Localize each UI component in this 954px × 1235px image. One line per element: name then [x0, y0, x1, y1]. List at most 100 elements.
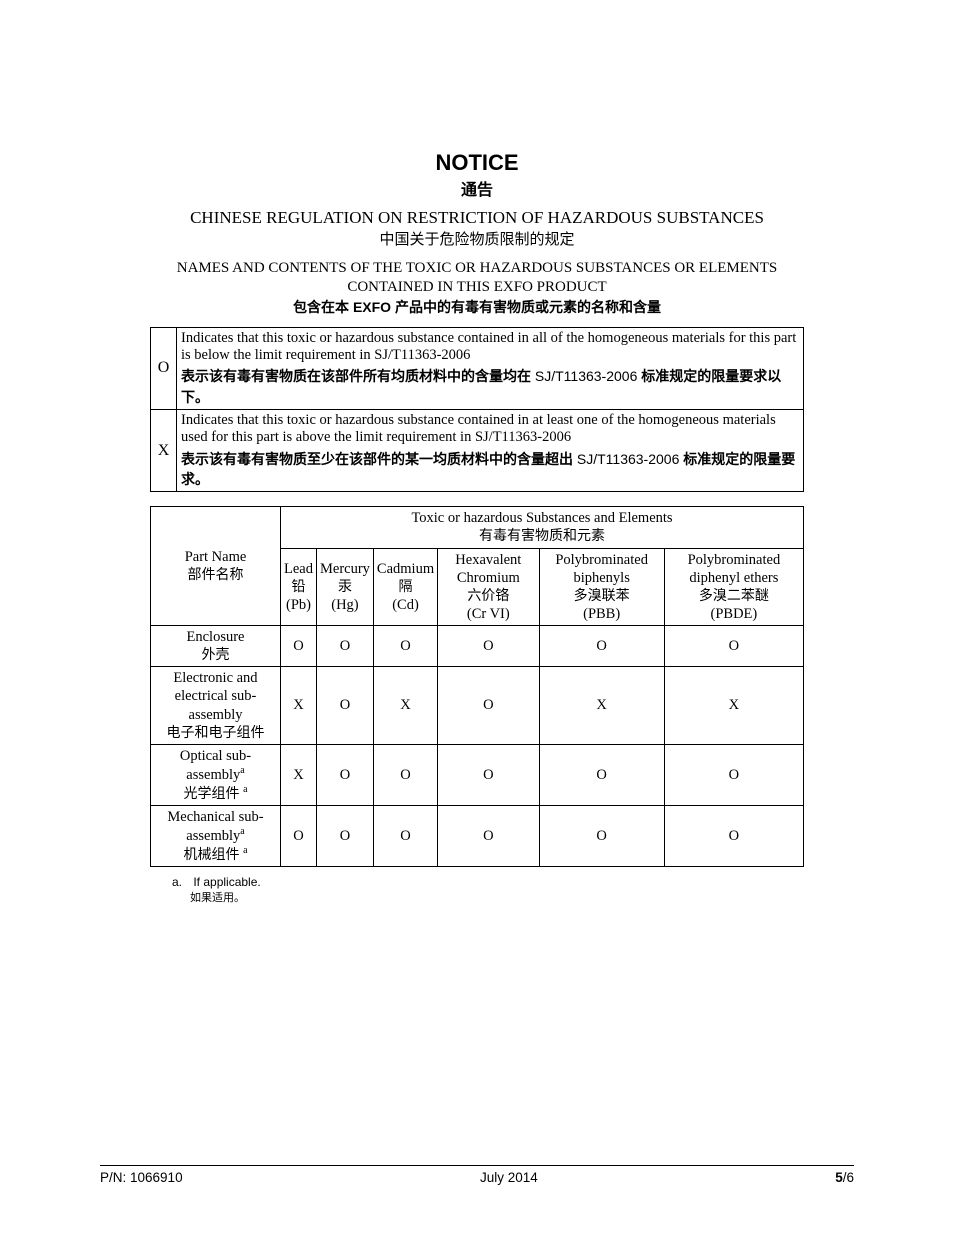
- cell-partname: Optical sub-assemblya光学组件 a: [151, 744, 281, 805]
- names-zh: 包含在本 EXFO 产品中的有毒有害物质或元素的名称和含量: [150, 297, 804, 317]
- col-cadmium-sym: (Cd): [392, 597, 419, 613]
- cell-value: O: [316, 626, 373, 667]
- table-row: Optical sub-assemblya光学组件 aXOOOOO: [151, 744, 804, 805]
- col-partname: Part Name 部件名称: [151, 507, 281, 626]
- cell-value: X: [539, 667, 664, 745]
- row-zh: 机械组件: [183, 846, 239, 862]
- col-lead-sym: (Pb): [286, 597, 311, 613]
- col-pbb-sym: (PBB): [583, 606, 620, 622]
- col-mercury: Mercury 汞 (Hg): [316, 548, 373, 626]
- col-pbb: Polybrominated biphenyls 多溴联苯 (PBB): [539, 548, 664, 626]
- legend-row-x: X Indicates that this toxic or hazardous…: [151, 409, 804, 491]
- footer-page-total: 6: [846, 1170, 854, 1185]
- cell-value: O: [316, 744, 373, 805]
- row-en: Enclosure: [187, 629, 245, 645]
- group-header-zh: 有毒有害物质和元素: [479, 527, 605, 543]
- group-header-en: Toxic or hazardous Substances and Elemen…: [411, 510, 672, 526]
- col-pbde-en: Polybrominated diphenyl ethers: [688, 552, 781, 586]
- title-main-zh: 通告: [150, 176, 804, 200]
- names-en-line1: NAMES AND CONTENTS OF THE TOXIC OR HAZAR…: [177, 260, 778, 276]
- footnote-label: a.: [172, 875, 190, 889]
- footer-left: P/N: 1066910: [100, 1170, 183, 1185]
- table-row: Electronic and electrical sub-assembly 电子…: [151, 667, 804, 745]
- col-pbb-en: Polybrominated biphenyls: [555, 552, 648, 586]
- page-footer: P/N: 1066910 July 2014 5/6: [100, 1165, 854, 1185]
- regulation-en: CHINESE REGULATION ON RESTRICTION OF HAZ…: [150, 208, 804, 228]
- col-group-header: Toxic or hazardous Substances and Elemen…: [281, 507, 804, 548]
- title-main-en: NOTICE: [150, 150, 804, 176]
- cell-value: O: [438, 805, 539, 866]
- cell-value: O: [316, 805, 373, 866]
- legend-desc-x: Indicates that this toxic or hazardous s…: [177, 409, 804, 491]
- cell-value: O: [438, 744, 539, 805]
- legend-symbol-o: O: [151, 327, 177, 409]
- table-row-header-group: Part Name 部件名称 Toxic or hazardous Substa…: [151, 507, 804, 548]
- legend-zh-x-prefix: 表示该有毒有害物质至少在该部件的某一均质材料中的含量超出: [181, 451, 577, 467]
- footnote-en: If applicable.: [193, 875, 260, 889]
- col-mercury-zh: 汞: [338, 578, 352, 594]
- cell-value: O: [539, 805, 664, 866]
- col-pbde: Polybrominated diphenyl ethers 多溴二苯醚 (PB…: [664, 548, 803, 626]
- col-cadmium: Cadmium 隔 (Cd): [373, 548, 437, 626]
- col-lead-en: Lead: [284, 561, 313, 577]
- cell-value: O: [664, 626, 803, 667]
- footer-page-current: 5: [835, 1170, 843, 1185]
- row-en: Electronic and electrical sub-assembly: [173, 670, 257, 722]
- cell-partname: Electronic and electrical sub-assembly 电子…: [151, 667, 281, 745]
- substances-table: Part Name 部件名称 Toxic or hazardous Substa…: [150, 506, 804, 867]
- col-mercury-en: Mercury: [320, 561, 370, 577]
- row-zh: 外壳: [202, 646, 230, 662]
- footer-date: July 2014: [480, 1170, 538, 1185]
- legend-zh-x-std: SJ/T11363-2006: [577, 451, 679, 467]
- col-pbde-zh: 多溴二苯醚: [699, 587, 769, 603]
- cell-value: X: [373, 667, 437, 745]
- cell-value: O: [281, 805, 317, 866]
- row-zh: 电子和电子组件: [167, 724, 265, 740]
- regulation-zh: 中国关于危险物质限制的规定: [150, 228, 804, 249]
- row-en: Mechanical sub-assembly: [167, 809, 263, 844]
- cell-value: O: [664, 805, 803, 866]
- cell-value: O: [373, 626, 437, 667]
- legend-zh-x: 表示该有毒有害物质至少在该部件的某一均质材料中的含量超出 SJ/T11363-2…: [181, 449, 799, 490]
- names-en-line2: CONTAINED IN THIS EXFO PRODUCT: [347, 279, 606, 295]
- col-chromium-zh: 六价铬: [467, 587, 509, 603]
- cell-partname: Mechanical sub-assemblya机械组件 a: [151, 805, 281, 866]
- title-block: NOTICE 通告 CHINESE REGULATION ON RESTRICT…: [150, 150, 804, 317]
- names-zh-suffix: 产品中的有毒有害物质或元素的名称和含量: [391, 299, 661, 315]
- legend-symbol-x: X: [151, 409, 177, 491]
- names-zh-exfo: EXFO: [353, 299, 391, 315]
- names-zh-prefix: 包含在本: [293, 299, 353, 315]
- col-cadmium-zh: 隔: [399, 578, 413, 594]
- table-row: Enclosure外壳OOOOOO: [151, 626, 804, 667]
- cell-value: O: [539, 626, 664, 667]
- cell-value: O: [373, 805, 437, 866]
- cell-value: X: [664, 667, 803, 745]
- cell-value: O: [664, 744, 803, 805]
- cell-partname: Enclosure外壳: [151, 626, 281, 667]
- row-zh: 光学组件: [183, 785, 239, 801]
- legend-zh-o-std: SJ/T11363-2006: [535, 368, 637, 384]
- footnote-zh: 如果适用。: [150, 889, 804, 905]
- table-body: Enclosure外壳OOOOOOElectronic and electric…: [151, 626, 804, 867]
- legend-row-o: O Indicates that this toxic or hazardous…: [151, 327, 804, 409]
- table-row: Mechanical sub-assemblya机械组件 aOOOOOO: [151, 805, 804, 866]
- cell-value: X: [281, 744, 317, 805]
- cell-value: X: [281, 667, 317, 745]
- col-chromium: Hexavalent Chromium 六价铬 (Cr VI): [438, 548, 539, 626]
- col-cadmium-en: Cadmium: [377, 561, 434, 577]
- col-lead: Lead 铅 (Pb): [281, 548, 317, 626]
- legend-en-o: Indicates that this toxic or hazardous s…: [181, 330, 799, 365]
- partname-en: Part Name: [185, 549, 247, 565]
- cell-value: O: [316, 667, 373, 745]
- footnote: a. If applicable.: [150, 875, 804, 889]
- footer-pn-label: P/N:: [100, 1170, 130, 1185]
- cell-value: O: [438, 667, 539, 745]
- page: NOTICE 通告 CHINESE REGULATION ON RESTRICT…: [0, 0, 954, 1235]
- cell-value: O: [373, 744, 437, 805]
- footer-pn: 1066910: [130, 1170, 183, 1185]
- partname-zh: 部件名称: [188, 566, 244, 582]
- cell-value: O: [539, 744, 664, 805]
- cell-value: O: [281, 626, 317, 667]
- col-mercury-sym: (Hg): [331, 597, 358, 613]
- col-pbb-zh: 多溴联苯: [574, 587, 630, 603]
